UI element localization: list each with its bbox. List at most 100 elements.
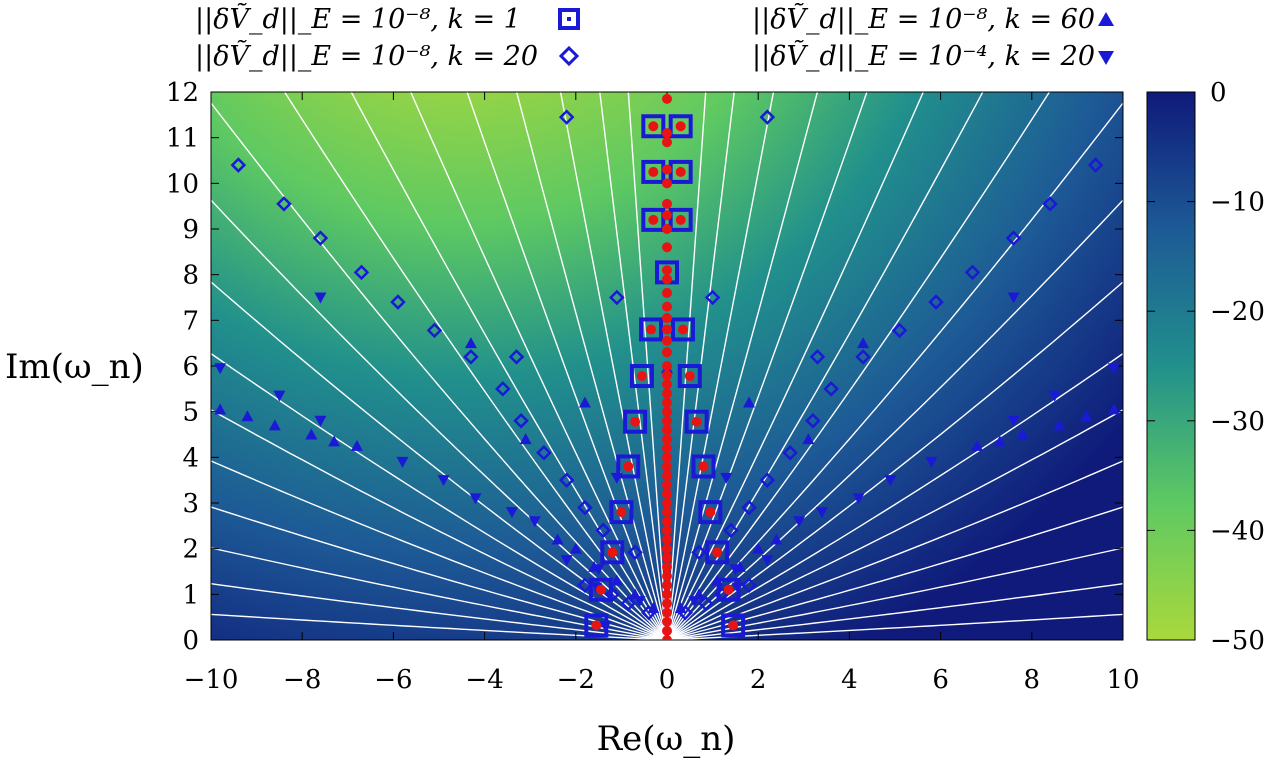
data-point-triangle-down	[1107, 363, 1120, 375]
data-point-triangle-down	[1007, 415, 1020, 427]
x-axis: −10 −8 −6 −4 −2 0 2 4 6 8 10	[184, 92, 1140, 695]
colorbar-tick-label: −40	[1210, 516, 1265, 546]
data-point-dot	[646, 324, 657, 335]
contour-line	[666, 352, 1123, 640]
data-point-square	[684, 409, 709, 434]
x-tick-label: −6	[374, 665, 412, 695]
contour-line	[211, 352, 668, 640]
data-point-triangle-down	[1048, 390, 1061, 402]
y-tick-label: 5	[182, 398, 199, 428]
data-point-dot	[662, 274, 672, 285]
y-axis-label: Im(ω_n)	[5, 347, 144, 387]
data-point-dot	[662, 580, 672, 591]
x-tick-label: 0	[659, 665, 676, 695]
data-point-dot	[662, 561, 672, 572]
data-point-diamond	[823, 381, 839, 397]
contour-line	[350, 92, 668, 640]
data-point-dot	[662, 324, 672, 335]
data-point-dot	[662, 635, 672, 640]
data-point-triangle-up	[743, 396, 756, 408]
y-tick-label: 1	[182, 580, 199, 610]
colorbar-tick-label: 0	[1210, 78, 1227, 108]
contour-line	[666, 92, 925, 640]
data-point-diamond	[1042, 196, 1058, 212]
data-point-dot	[662, 470, 672, 481]
data-point-dot	[662, 488, 672, 499]
data-point-triangle-down	[214, 363, 227, 375]
legend-entry-2-label: ||δṼ_d||_E = 10⁻⁸, k = 20	[195, 39, 538, 72]
data-point-dot	[698, 461, 709, 472]
x-tick-label: 10	[1106, 665, 1139, 695]
contour-line	[666, 547, 1123, 640]
colorbar-tick-label: −20	[1210, 297, 1265, 327]
data-point-diamond	[513, 413, 529, 429]
data-point-triangle-down	[720, 472, 733, 484]
data-point-triangle-down	[592, 564, 605, 576]
legend-entry-1-marker	[558, 8, 580, 30]
data-point-triangle-up	[569, 542, 582, 554]
data-point-dot	[662, 388, 672, 399]
data-point-triangle-down	[729, 564, 742, 576]
data-point-diamond	[891, 322, 908, 339]
data-point-dot	[662, 525, 672, 536]
data-point-triangle-down	[816, 507, 829, 519]
contour-line	[666, 92, 775, 640]
legend-entry-4-label: ||δṼ_d||_E = 10⁻⁴, k = 20	[752, 39, 1095, 72]
data-point-diamond	[230, 157, 247, 173]
data-point-diamond	[759, 472, 776, 488]
data-point-triangle-down	[560, 555, 573, 567]
x-tick-label: 6	[932, 665, 949, 695]
data-point-triangle-down	[761, 555, 774, 567]
data-point-diamond	[536, 444, 552, 461]
data-point-triangle-up	[802, 433, 815, 445]
data-point-triangle-up	[1107, 403, 1120, 415]
legend: ||δṼ_d||_E = 10⁻⁸, k = 1 ||δṼ_d||_E = 10…	[195, 2, 1114, 72]
data-point-triangle-down	[925, 456, 938, 468]
contour-line	[666, 460, 1123, 640]
data-point-dot	[648, 166, 659, 177]
contour-lines	[211, 92, 1123, 640]
data-point-dot	[662, 461, 672, 472]
x-tick-label: −2	[557, 665, 595, 695]
data-point-dot	[675, 214, 686, 225]
contour-line	[666, 582, 1123, 640]
legend-entry-3-marker	[1098, 12, 1114, 26]
data-point-dot	[662, 516, 672, 527]
data-point-triangle-down	[505, 507, 518, 519]
x-tick-label: 4	[841, 665, 858, 695]
contour-line	[466, 92, 668, 640]
data-point-diamond	[463, 349, 479, 365]
colorbar	[1146, 91, 1196, 641]
data-point-triangle-up	[770, 533, 783, 545]
data-point-square	[629, 364, 654, 389]
y-tick-label: 4	[182, 443, 199, 473]
data-point-dot	[662, 415, 672, 426]
data-point-dot	[662, 313, 672, 324]
data-markers	[214, 93, 1120, 640]
data-point-triangle-down	[731, 582, 744, 594]
data-point-diamond	[390, 294, 406, 310]
contour-line	[211, 199, 668, 640]
data-point-diamond	[604, 586, 621, 603]
data-point-dot	[662, 287, 672, 298]
data-point-square	[600, 540, 625, 565]
data-point-dot	[662, 265, 672, 276]
contour-line	[666, 199, 1123, 640]
data-point-dot	[662, 507, 672, 518]
data-point-diamond	[508, 349, 525, 365]
data-point-diamond	[577, 577, 593, 593]
data-point-triangle-up	[305, 428, 318, 440]
data-point-triangle-down	[528, 516, 541, 528]
x-tick-label: 2	[750, 665, 767, 695]
y-tick-label: 8	[182, 261, 199, 291]
data-point-diamond	[805, 413, 821, 429]
data-point-square	[641, 114, 666, 139]
data-point-diamond	[558, 109, 575, 125]
y-tick-label: 2	[182, 535, 199, 565]
data-point-dot	[623, 461, 634, 472]
contour-line	[409, 92, 668, 640]
data-point-dot	[662, 434, 672, 445]
data-point-dot	[662, 301, 672, 312]
